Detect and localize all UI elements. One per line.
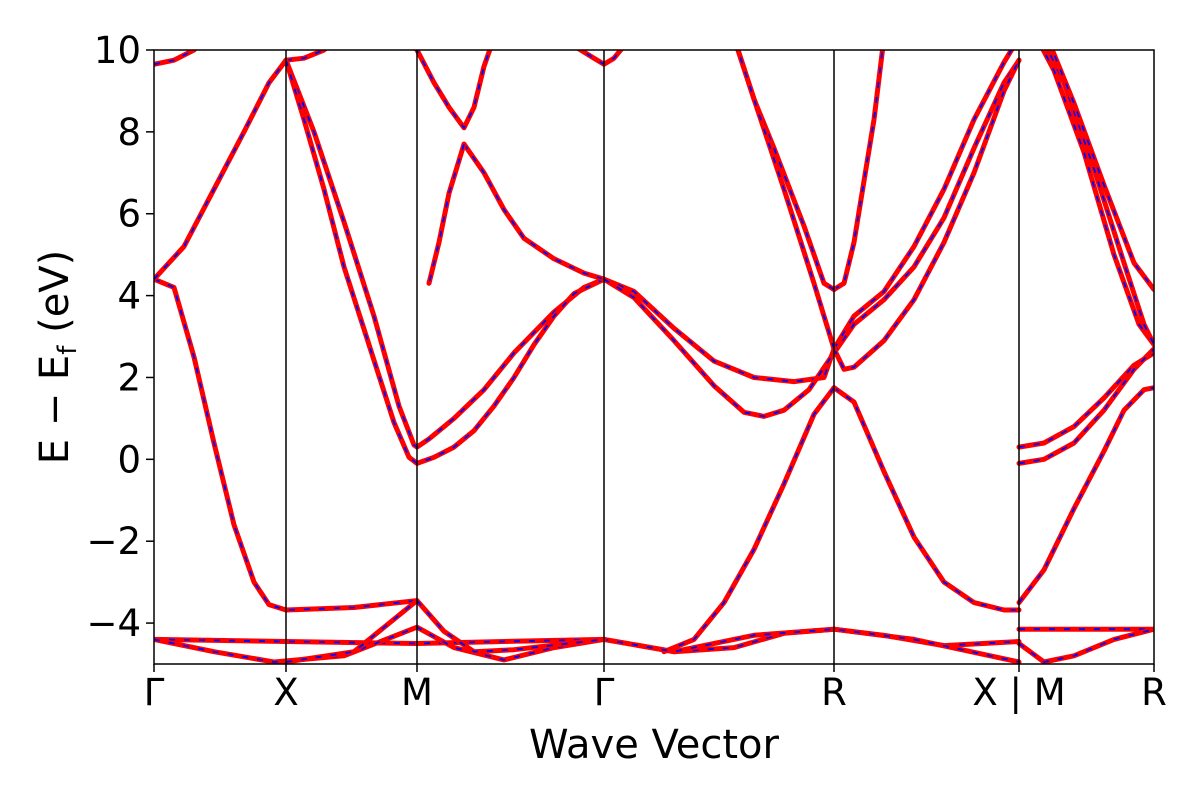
band-29-dash [1047,50,1154,346]
plot-frame [153,49,1155,665]
x-tick-label-6: R [1141,671,1167,714]
y-axis-ticks: −4 −2 0 2 4 6 8 10 [86,29,154,645]
y-tick-label-4: 4 [117,275,141,318]
band-3-line [283,50,328,63]
y-tick-label-0: −4 [86,602,141,645]
y-axis-title-main: E − E [32,355,78,465]
band-23-dash [1018,352,1154,448]
band-6-dash [415,50,491,130]
y-axis-title-subscript: f [53,345,83,355]
y-tick-label-2: 0 [117,438,141,481]
high-symmetry-lines [285,50,1020,664]
x-tick-label-4: R [821,671,847,714]
y-tick-label-1: −2 [86,520,141,563]
band-12-line [831,57,1022,356]
band-25-line [1016,385,1154,606]
x-axis-title: Wave Vector [529,722,780,768]
band-lines [154,50,1154,664]
band-4-line [283,57,607,450]
band-1-line [154,57,289,282]
band-20-dash [154,628,1020,653]
band-2-dash [154,50,196,66]
band-13-line [831,50,1015,352]
band-21-dash [154,626,1020,663]
band-5-line [283,57,607,466]
y-tick-label-6: 8 [117,111,141,154]
y-axis-title: E − Ef (eV) [32,250,83,465]
band-7-dash [463,143,605,281]
x-tick-label-0: Γ [144,671,165,714]
x-axis-ticks: Γ X M Γ R X | M R [144,664,1167,714]
band-14-dash [833,59,1020,371]
y-tick-label-3: 2 [117,356,141,399]
band-24-line [1016,346,1154,466]
y-tick-label-5: 6 [117,193,141,236]
x-tick-label-5: X | M [972,671,1065,714]
band-22-line [283,598,607,664]
x-tick-label-1: X [273,671,298,714]
x-tick-label-2: M [401,671,433,714]
y-axis-title-unit: (eV) [32,250,78,346]
x-tick-label-3: Γ [594,671,615,714]
band-15-dash [833,386,1019,611]
plot-background [154,50,1154,664]
band-19-dash [737,50,835,350]
band-27-dash [1018,628,1154,663]
y-tick-label-7: 10 [94,29,141,72]
band-17-line [831,50,886,292]
band-0-dash [154,278,418,611]
band-30-dash [1051,50,1154,291]
band-8-dash [428,143,465,284]
band-28-dash [1042,50,1154,346]
band-16-dash [663,387,835,653]
band-11-dash [603,278,835,418]
